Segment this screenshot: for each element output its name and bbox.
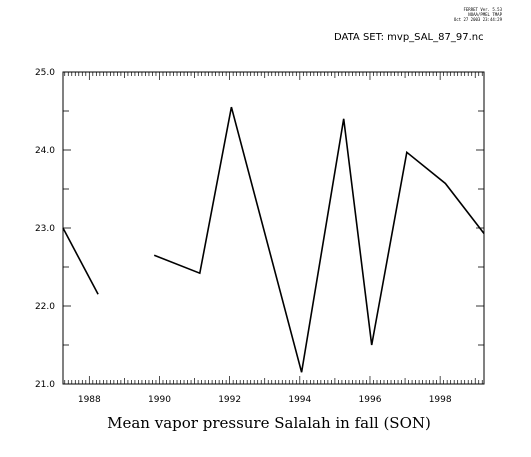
- y-tick-label: 21.0: [35, 380, 55, 390]
- lab-label: NOAA/PMEL TMAP: [468, 12, 502, 17]
- software-version-label: FERRET Ver. 5.53: [463, 7, 502, 12]
- series-line-segment: [62, 227, 99, 295]
- y-axis-labels: 21.0 22.0 23.0 24.0 25.0: [35, 68, 55, 390]
- x-tick-label: 1998: [429, 395, 452, 405]
- x-axis-labels: 1988 1990 1992 1994 1996 1998: [78, 395, 452, 405]
- y-tick-label: 23.0: [35, 224, 55, 234]
- x-tick-label: 1990: [148, 395, 171, 405]
- y-tick-label: 24.0: [35, 146, 55, 156]
- x-tick-label: 1992: [218, 395, 241, 405]
- timestamp-label: Oct 27 2003 23:44:29: [453, 17, 502, 22]
- dataset-label: DATA SET: mvp_SAL_87_97.nc: [334, 32, 484, 43]
- y-tick-label: 25.0: [35, 68, 55, 78]
- x-tick-label: 1988: [78, 395, 101, 405]
- y-tick-label: 22.0: [35, 302, 55, 312]
- x-tick-label: 1996: [359, 395, 382, 405]
- plot-frame: [62, 71, 485, 385]
- axis-ticks: [63, 71, 484, 385]
- series-line-segment: [153, 106, 485, 373]
- series-lines: [62, 106, 485, 373]
- x-axis-title: Mean vapor pressure Salalah in fall (SON…: [107, 414, 431, 432]
- x-tick-label: 1994: [288, 395, 311, 405]
